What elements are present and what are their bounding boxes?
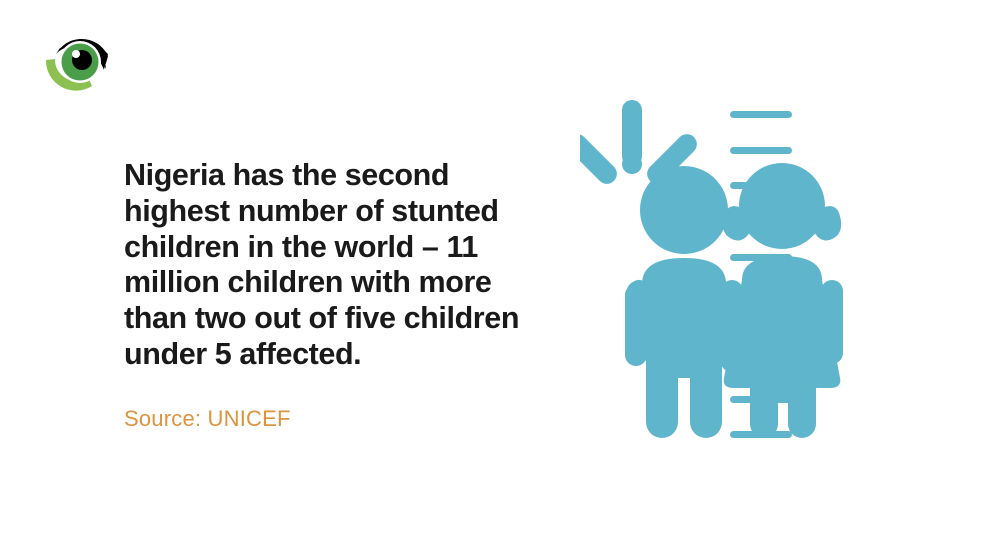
ruler-tick — [730, 147, 792, 154]
text-block: Nigeria has the second highest number of… — [124, 158, 564, 373]
stunted-growth-illustration — [567, 88, 920, 458]
down-arrow-icon — [567, 100, 697, 184]
eye-logo[interactable] — [36, 24, 120, 94]
joined-hands — [720, 348, 744, 372]
child-figure-boy — [625, 166, 743, 438]
source-attribution: Source: UNICEF — [124, 406, 291, 431]
child-figure-girl — [721, 163, 843, 438]
logo-highlight — [72, 50, 80, 58]
headline-text: Nigeria has the second highest number of… — [124, 158, 520, 371]
ruler-tick — [730, 111, 792, 118]
logo-eyelid-stroke — [58, 38, 108, 70]
